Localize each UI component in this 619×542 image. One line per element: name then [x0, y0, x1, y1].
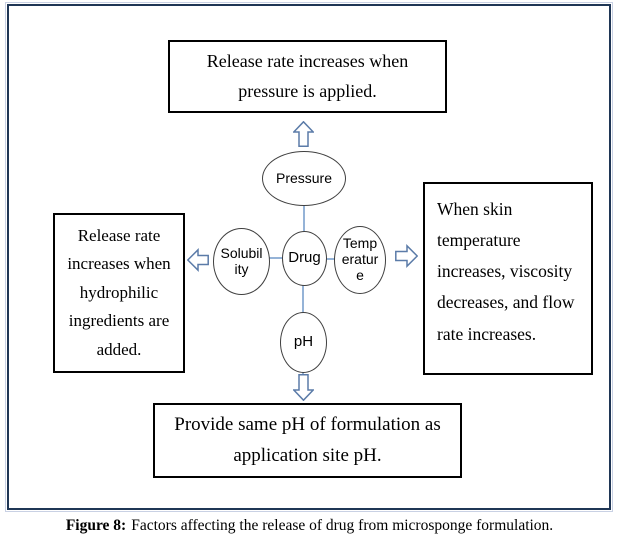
node-pressure: Pressure [262, 151, 346, 206]
effect-box-solubility: Release rate increases when hydrophilic … [53, 213, 185, 373]
connector-drug-solubility [267, 257, 283, 259]
node-ph: pH [280, 312, 327, 373]
connector-drug-pressure [303, 204, 305, 232]
arrow-left-icon [186, 247, 209, 278]
node-temperature: Temp eratur e [334, 226, 386, 294]
arrow-down-icon [292, 374, 315, 406]
caption-text: Factors affecting the release of drug fr… [131, 517, 554, 534]
connector-drug-ph [302, 285, 304, 313]
connector-drug-temperature [326, 258, 336, 260]
figure-caption: Figure 8: Factors affecting the release o… [0, 517, 619, 535]
caption-label: Figure 8: [65, 517, 127, 534]
node-drug: Drug [282, 231, 327, 286]
node-solubility: Solubil ity [213, 228, 270, 295]
diagram-frame [5, 2, 613, 512]
effect-box-ph: Provide same pH of formulation as applic… [153, 403, 462, 478]
arrow-right-icon [395, 243, 419, 274]
arrow-up-icon [292, 120, 315, 152]
effect-box-temperature: When skin temperature increases, viscosi… [423, 182, 593, 375]
effect-box-pressure: Release rate increases when pressure is … [168, 40, 447, 113]
connector-ph-arrow [302, 371, 304, 376]
